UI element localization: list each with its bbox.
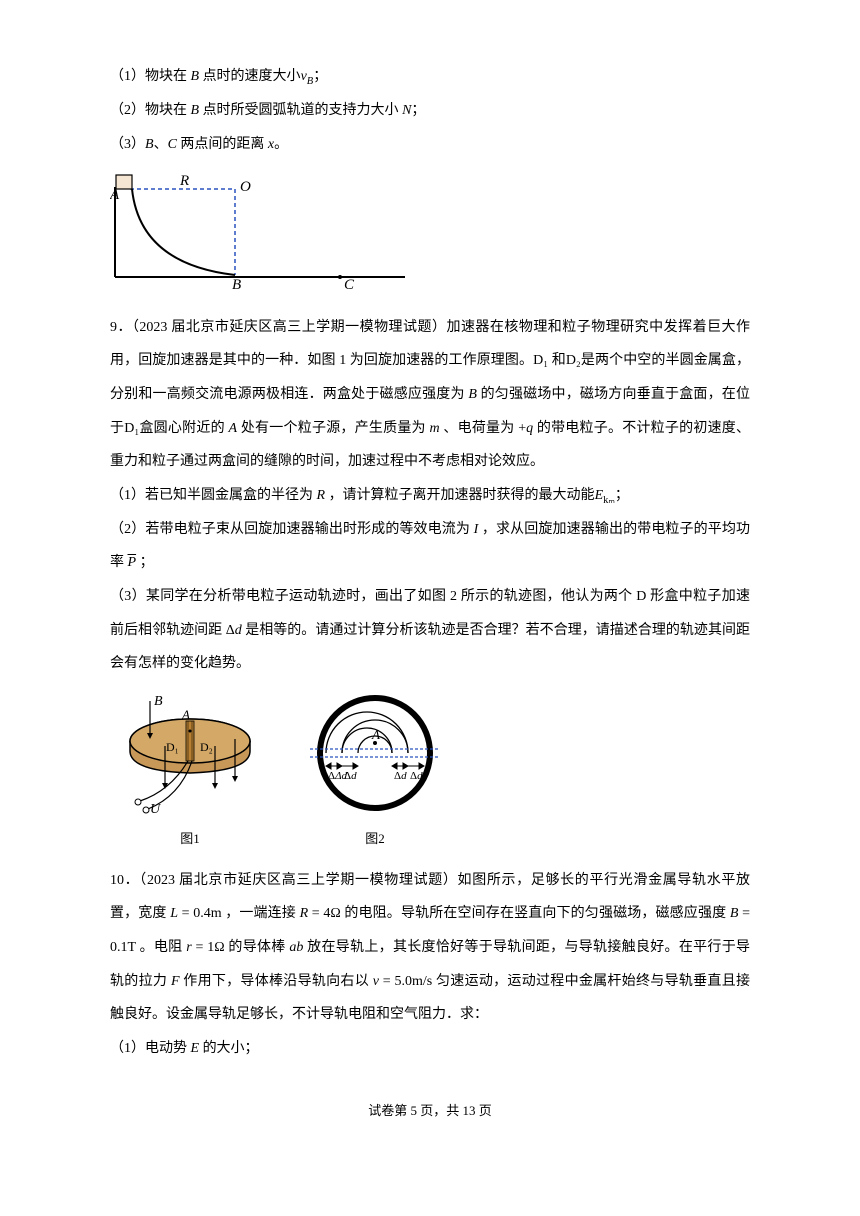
svg-text:D₂: D₂ [200,740,213,754]
text: 。 [274,137,288,152]
var-ab: ab [289,940,303,955]
var-D1: D₁ [533,353,548,368]
q9-sub1: （1）若已知半圆金属盒的半径为 R ，请计算粒子离开加速器时获得的最大动能Ekₘ… [110,479,750,513]
text: = 4Ω 的电阻。导轨所在空间存在竖直向下的匀强磁场，磁感应强度 [308,906,730,921]
text: ，请计算粒子离开加速器时获得的最大动能 [325,488,595,503]
text: （1）电动势 [110,1041,191,1056]
var-R: R [300,906,309,921]
text: 点时的速度大小 [199,69,301,84]
q9-p1: 9．（2023 届北京市延庆区高三上学期一模物理试题）加速器在核物理和粒子物理研… [110,311,750,479]
text: （2）物块在 [110,103,191,118]
text: （3） [110,137,145,152]
q10-p1: 10．（2023 届北京市延庆区高三上学期一模物理试题）如图所示，足够长的平行光… [110,864,750,1032]
var-D2: D₂ [566,353,581,368]
svg-text:Δd: Δd [394,770,407,782]
text: 、 [154,137,168,152]
svg-text:A: A [110,187,120,203]
text: 和 [548,353,566,368]
q8-sub2: （2）物块在 B 点时所受圆弧轨道的支持力大小 N； [110,94,750,128]
var-F: F [171,974,180,989]
svg-text:O: O [240,179,251,195]
text: 盒圆心附近的 [139,421,228,436]
figure-q8: A R O B C [110,169,750,303]
svg-text:R: R [179,173,189,189]
var-C: C [168,137,177,152]
var-N: N [402,103,411,118]
svg-text:Δd: Δd [410,770,423,782]
svg-text:D₁: D₁ [166,740,179,754]
svg-text:B: B [232,277,241,289]
q8-sub1: （1）物块在 B 点时的速度大小vB； [110,60,750,94]
q10-sub1: （1）电动势 E 的大小； [110,1032,750,1066]
svg-text:Δd: Δd [344,770,357,782]
figure-q9-1: B A D₁ D₂ U 图1 [110,691,270,854]
text: 处有一个粒子源，产生质量为 [237,421,429,436]
svg-text:U: U [150,802,161,817]
figure-q9-2: A ΔΔd Δd Δd Δd 图2 [300,691,450,854]
text: ； [313,69,327,84]
text: （1）若已知半圆金属盒的半径为 [110,488,317,503]
var-B: B [468,387,477,402]
var-B: B [145,137,154,152]
text: 作用下，导体棒沿导轨向右以 [180,974,373,989]
page-footer: 试卷第 5 页，共 13 页 [110,1095,750,1126]
var-L: L [170,906,178,921]
main-content: （1）物块在 B 点时的速度大小vB； （2）物块在 B 点时所受圆弧轨道的支持… [110,60,750,1065]
text: ； [136,555,154,570]
fig-caption: 图1 [180,823,200,854]
text: （1）物块在 [110,69,191,84]
var-R: R [317,488,326,503]
q9-sub2: （2）若带电粒子束从回旋加速器输出时形成的等效电流为 I ，求从回旋加速器输出的… [110,513,750,580]
svg-text:B: B [154,694,163,709]
fig-caption: 图2 [365,823,385,854]
text: = 1Ω 的导体棒 [192,940,290,955]
var-E: E [191,1041,200,1056]
q8-sub3: （3）B、C 两点间的距离 x。 [110,128,750,162]
svg-text:A: A [371,727,380,742]
text: = 0.4m ，一端连接 [178,906,300,921]
text: ； [411,103,425,118]
var-d: d [235,623,242,638]
var-P: P [128,555,137,570]
var-D1: D₁ [124,421,139,436]
text: 点时所受圆弧轨道的支持力大小 [199,103,402,118]
text: 两点间的距离 [177,137,268,152]
text: ； [615,488,629,503]
figure-row-q9: B A D₁ D₂ U 图1 A [110,691,750,854]
var-A: A [229,421,238,436]
var-E-sub: kₘ [603,495,615,506]
text: 、电荷量为 + [440,421,526,436]
q9-sub3: （3）某同学在分析带电粒子运动轨迹时，画出了如图 2 所示的轨迹图，他认为两个 … [110,580,750,681]
svg-text:C: C [344,277,355,289]
text: 的大小； [199,1041,259,1056]
var-B: B [191,103,200,118]
var-E: E [595,488,604,503]
text: （2）若带电粒子束从回旋加速器输出时形成的等效电流为 [110,522,474,537]
var-B: B [191,69,200,84]
svg-text:A: A [181,707,190,722]
var-m: m [430,421,440,436]
